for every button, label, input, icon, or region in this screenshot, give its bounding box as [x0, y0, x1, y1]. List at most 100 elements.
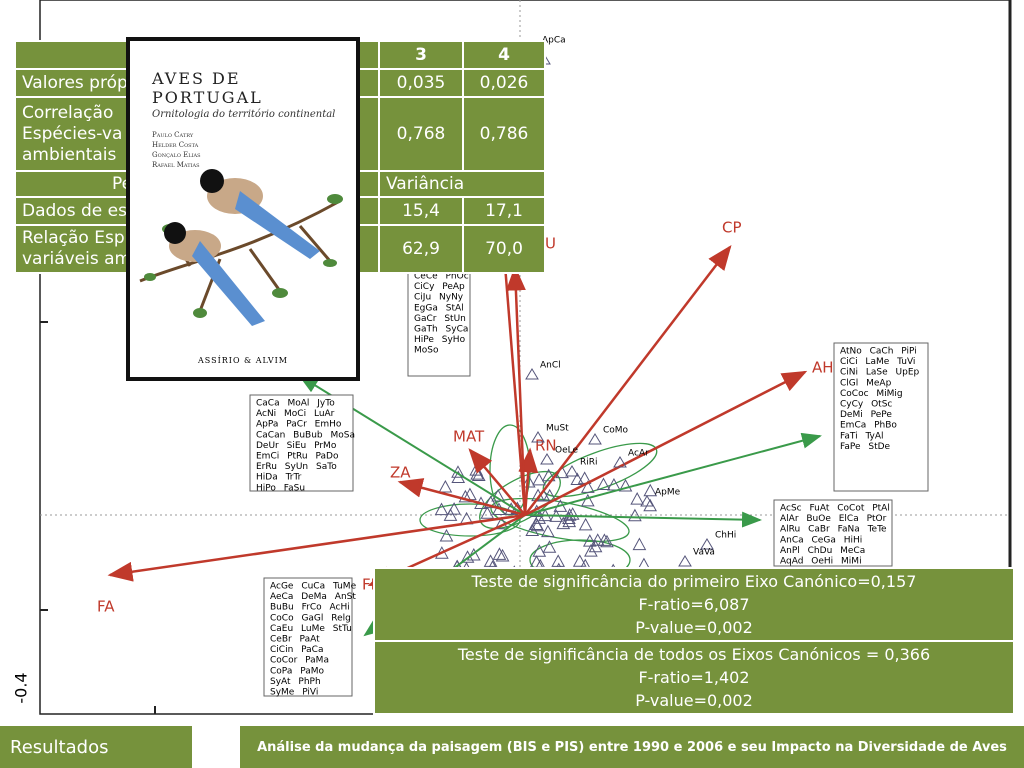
cell: 15,4: [378, 196, 464, 226]
species-row: CiCin PaCa: [270, 645, 323, 655]
species-label: AnCl: [540, 361, 561, 371]
species-row: DeUr SiEu PrMo: [256, 441, 337, 451]
site-triangle: [643, 483, 658, 497]
site-triangle: [438, 479, 453, 493]
species-triangle: [525, 368, 539, 380]
site-triangle: [643, 498, 657, 512]
site-triangle: [562, 514, 577, 528]
species-box: [773, 499, 893, 567]
site-triangle: [551, 554, 566, 567]
species-row: SyMe PiVi: [270, 688, 318, 698]
site-triangle: [578, 517, 593, 531]
site-triangle: [607, 477, 621, 491]
site-triangle: [521, 474, 536, 488]
site-triangle: [588, 539, 603, 553]
species-triangle: [540, 453, 554, 465]
site-triangle: [541, 524, 555, 538]
species-row: EmCa PhBo: [840, 421, 897, 431]
env-arrow: [468, 448, 526, 516]
species-label: ApMe: [655, 488, 681, 498]
species-row: AnCa CeGa HiHi: [780, 535, 862, 545]
env-arrow: [524, 511, 762, 528]
site-triangle: [628, 508, 642, 522]
species-label: ChHi: [715, 531, 736, 541]
species-triangle: [565, 465, 579, 477]
species-row: CiCy PeAp: [414, 282, 465, 292]
species-label: RiRi: [580, 458, 598, 468]
species-row: AtNo CaCh PiPi: [840, 347, 917, 357]
species-row: AcSc FuAt CoCot PtAl: [780, 504, 890, 514]
arrow-label: RN: [535, 437, 557, 455]
book-title: AVES DE PORTUGAL: [152, 69, 263, 107]
site-triangle: [542, 540, 557, 553]
env-arrow: [524, 370, 808, 517]
env-arrow: [503, 264, 527, 516]
species-row: EmCi PtRu PaDo: [256, 452, 339, 462]
significance-box: Teste de significância do primeiro Eixo …: [373, 567, 1015, 715]
species-row: CiCi LaMe TuVi: [840, 357, 915, 367]
cell: 62,9: [378, 224, 464, 274]
species-triangle: [531, 431, 545, 443]
species-row: CaEu LuMe StTu: [270, 624, 352, 634]
cell: 70,0: [462, 224, 546, 274]
site-triangle: [580, 480, 595, 493]
site-triangle: [463, 487, 477, 501]
species-box: [407, 267, 471, 377]
species-triangle: [588, 433, 602, 445]
book-cover: AVES DE PORTUGAL Ornitologia do territór…: [126, 37, 360, 381]
arrow-label: AH: [812, 359, 834, 377]
species-row: CoCo GaGl Relg: [270, 613, 351, 623]
site-triangle: [532, 472, 546, 486]
species-row: CiJu NyNy: [414, 293, 464, 303]
arrow-label: ZA: [390, 464, 411, 482]
site-triangle: [480, 506, 495, 519]
site-triangle: [632, 537, 647, 551]
species-row: MoSo: [414, 346, 439, 356]
site-triangle: [562, 511, 576, 525]
species-row: CeCe PhOc: [414, 272, 469, 282]
species-box: [249, 394, 354, 492]
species-row: GaCr StUn: [414, 314, 466, 324]
arrow-label: CP: [722, 219, 742, 237]
species-row: HiPe SyHo: [414, 335, 466, 345]
species-row: DeMi PePe: [840, 410, 892, 420]
species-row: AlRu CaBr FaNa TeTe: [780, 525, 887, 535]
site-triangle: [562, 508, 577, 521]
site-triangle: [597, 533, 612, 546]
site-triangle: [618, 478, 633, 492]
species-label: AcAr: [628, 449, 649, 459]
site-triangle: [600, 534, 614, 548]
env-arrow: [397, 478, 526, 517]
site-triangle: [570, 472, 585, 485]
cell: 0,786: [462, 96, 546, 172]
species-row: CeBr PaAt: [270, 635, 320, 645]
species-row: CyCy OtSc: [840, 400, 892, 410]
sig-line: Teste de significância de todos os Eixos…: [457, 645, 931, 664]
site-triangle: [495, 548, 510, 562]
species-row: BuBu FrCo AcHi: [270, 603, 350, 613]
cell: 17,1: [462, 196, 546, 226]
site-triangle: [532, 511, 547, 524]
site-triangle: [529, 517, 544, 531]
arrow-label: FA: [97, 598, 115, 616]
species-label: OeLe: [555, 446, 578, 456]
cell: Variância: [379, 170, 546, 198]
cell: 3: [378, 40, 464, 70]
sig-line: F-ratio=1,402: [638, 668, 750, 687]
cell: 0,035: [378, 68, 464, 98]
species-label: ApCa: [542, 36, 566, 46]
sig-line: F-ratio=6,087: [638, 595, 750, 614]
site-triangle: [483, 554, 498, 567]
site-triangle: [451, 470, 466, 484]
sig-line: Teste de significância do primeiro Eixo …: [471, 572, 917, 591]
cell: 0,768: [378, 96, 464, 172]
species-row: ApPa PaCr EmHo: [256, 420, 342, 430]
species-row: AcGe CuCa TuMe: [270, 582, 357, 592]
site-triangle: [532, 544, 547, 557]
site-triangle: [584, 544, 598, 557]
author: Gonçalo Elias: [152, 151, 201, 159]
env-arrow: [518, 447, 539, 516]
species-row: CoCoc MiMig: [840, 389, 903, 399]
site-triangle: [492, 547, 507, 560]
